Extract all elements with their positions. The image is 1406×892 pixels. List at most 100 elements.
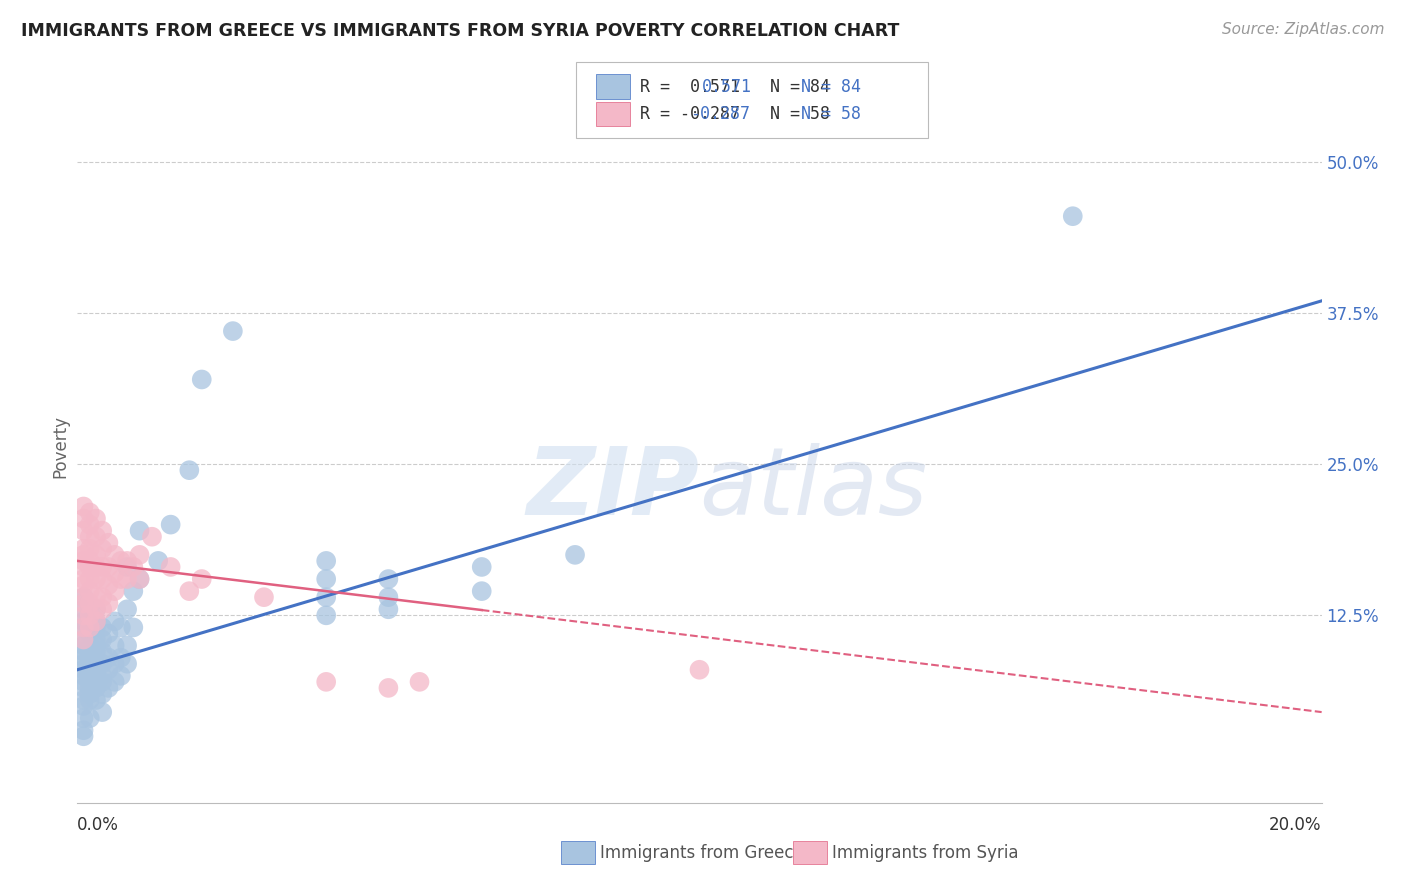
- Point: [72, 699, 94, 714]
- Point: [408, 674, 430, 689]
- Point: [72, 596, 94, 610]
- Point: [72, 711, 94, 725]
- Point: [315, 554, 337, 568]
- Point: [79, 608, 101, 623]
- Point: [91, 541, 114, 556]
- Point: [72, 524, 94, 538]
- Point: [91, 560, 114, 574]
- Point: [72, 645, 94, 659]
- Text: Source: ZipAtlas.com: Source: ZipAtlas.com: [1222, 22, 1385, 37]
- Point: [97, 626, 120, 640]
- Text: R = -0.287   N = 58: R = -0.287 N = 58: [640, 105, 830, 123]
- Point: [115, 639, 138, 653]
- Point: [79, 572, 101, 586]
- Point: [84, 663, 107, 677]
- Point: [564, 548, 586, 562]
- Point: [104, 566, 127, 580]
- Point: [84, 615, 107, 629]
- Point: [72, 541, 94, 556]
- Point: [91, 705, 114, 719]
- Point: [72, 590, 94, 604]
- Point: [115, 560, 138, 574]
- Point: [110, 669, 132, 683]
- Point: [79, 596, 101, 610]
- Point: [79, 645, 101, 659]
- Point: [79, 620, 101, 634]
- Point: [79, 626, 101, 640]
- Point: [97, 578, 120, 592]
- Text: 0.0%: 0.0%: [77, 816, 120, 834]
- Point: [79, 711, 101, 725]
- Point: [84, 681, 107, 695]
- Point: [72, 632, 94, 647]
- Point: [72, 602, 94, 616]
- Text: 0.571: 0.571: [702, 78, 752, 95]
- Point: [84, 530, 107, 544]
- Text: N = 84: N = 84: [801, 78, 862, 95]
- Text: R =  0.571   N = 84: R = 0.571 N = 84: [640, 78, 830, 95]
- Point: [159, 560, 181, 574]
- Point: [315, 590, 337, 604]
- Text: 20.0%: 20.0%: [1270, 816, 1322, 834]
- Point: [377, 602, 399, 616]
- Point: [72, 620, 94, 634]
- Point: [72, 554, 94, 568]
- Point: [110, 650, 132, 665]
- Point: [91, 645, 114, 659]
- Point: [84, 590, 107, 604]
- Point: [79, 657, 101, 671]
- Point: [72, 663, 94, 677]
- Point: [72, 511, 94, 525]
- Point: [79, 602, 101, 616]
- Text: -0.287: -0.287: [690, 105, 751, 123]
- Point: [72, 674, 94, 689]
- Point: [84, 693, 107, 707]
- Point: [128, 524, 150, 538]
- Point: [91, 669, 114, 683]
- Point: [377, 572, 399, 586]
- Point: [115, 657, 138, 671]
- Point: [72, 632, 94, 647]
- Point: [79, 530, 101, 544]
- Point: [72, 548, 94, 562]
- Y-axis label: Poverty: Poverty: [51, 415, 69, 477]
- Point: [191, 372, 214, 386]
- Point: [91, 524, 114, 538]
- Point: [97, 535, 120, 549]
- Point: [79, 541, 101, 556]
- Point: [84, 602, 107, 616]
- Point: [253, 590, 276, 604]
- Point: [471, 560, 494, 574]
- Point: [97, 650, 120, 665]
- Point: [159, 517, 181, 532]
- Point: [84, 560, 107, 574]
- Point: [72, 560, 94, 574]
- Point: [79, 687, 101, 701]
- Point: [122, 584, 145, 599]
- Point: [91, 620, 114, 634]
- Point: [79, 639, 101, 653]
- Point: [377, 590, 399, 604]
- Point: [141, 530, 163, 544]
- Point: [128, 548, 150, 562]
- Point: [122, 620, 145, 634]
- Text: N = 58: N = 58: [801, 105, 862, 123]
- Point: [91, 687, 114, 701]
- Point: [97, 681, 120, 695]
- Point: [72, 729, 94, 743]
- Point: [97, 560, 120, 574]
- Point: [471, 584, 494, 599]
- Point: [91, 572, 114, 586]
- Point: [84, 657, 107, 671]
- Point: [72, 639, 94, 653]
- Point: [315, 608, 337, 623]
- Point: [91, 632, 114, 647]
- Point: [84, 511, 107, 525]
- Point: [79, 669, 101, 683]
- Point: [79, 560, 101, 574]
- Point: [72, 500, 94, 514]
- Text: Immigrants from Greece: Immigrants from Greece: [600, 844, 804, 862]
- Point: [79, 584, 101, 599]
- Point: [84, 632, 107, 647]
- Point: [72, 693, 94, 707]
